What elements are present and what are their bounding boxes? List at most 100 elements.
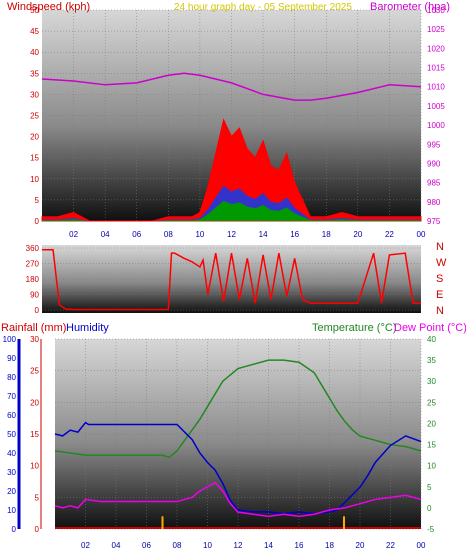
- wind-x-tick-label: 22: [385, 230, 394, 239]
- wind-low-overlay: [42, 200, 421, 221]
- humidity-tick-label: 0: [12, 525, 17, 534]
- compass-label-west: W: [436, 257, 447, 269]
- wind-x-tick-label: 20: [353, 230, 362, 239]
- wind-tick-label: 5: [35, 196, 40, 205]
- barometer-tick-label: 995: [427, 140, 441, 149]
- temperature-tick-label: 15: [427, 441, 436, 450]
- temperature-tick-label: 40: [427, 335, 436, 344]
- rain-tick-label: 0: [35, 525, 40, 534]
- humidity-series: [54, 421, 422, 515]
- direction-tick-label: 180: [26, 275, 40, 284]
- wind-tick-label: 20: [30, 133, 39, 142]
- temp-x-tick-label: 02: [81, 541, 90, 550]
- barometer-tick-label: 1000: [427, 121, 445, 130]
- wind-tick-label: 15: [30, 154, 39, 163]
- wind-x-tick-label: 12: [227, 230, 236, 239]
- chart-title: 24 hour graph day - 05 September 2025: [174, 2, 352, 13]
- temp-x-tick-label: 20: [356, 541, 365, 550]
- temp-x-tick-label: 14: [264, 541, 273, 550]
- humidity-tick-label: 90: [7, 354, 16, 363]
- temperature-tick-label: -5: [427, 525, 435, 534]
- temperature-tick-label: 20: [427, 419, 436, 428]
- barometer-tick-label: 1030: [427, 6, 445, 15]
- humidity-tick-label: 70: [7, 392, 16, 401]
- temperature-tick-label: 30: [427, 377, 436, 386]
- temp-x-tick-label: 10: [203, 541, 212, 550]
- direction-tick-label: 90: [30, 291, 39, 300]
- barometer-tick-label: 985: [427, 179, 441, 188]
- humidity-tick-label: 60: [7, 411, 16, 420]
- wind-x-tick-label: 16: [290, 230, 299, 239]
- temp-x-tick-label: 16: [295, 541, 304, 550]
- temperature-axis-title: Temperature (°C): [312, 322, 396, 334]
- direction-tick-label: 360: [26, 244, 40, 253]
- rain-tick-label: 10: [30, 462, 39, 471]
- temp-x-tick-label: 00: [417, 541, 426, 550]
- wind-x-tick-label: 08: [164, 230, 173, 239]
- rain-tick-label: 30: [30, 335, 39, 344]
- rain-tick-label: 25: [30, 367, 39, 376]
- humidity-tick-label: 10: [7, 506, 16, 515]
- wind-x-tick-label: 14: [259, 230, 268, 239]
- compass-label-east: E: [436, 289, 443, 301]
- wind-x-tick-label: 10: [195, 230, 204, 239]
- rain-tick-label: 20: [30, 398, 39, 407]
- rainfall-axis-title: Rainfall (mm): [1, 322, 66, 334]
- wind-x-tick-label: 06: [132, 230, 141, 239]
- windspeed-axis-title: Windspeed (kph): [7, 1, 90, 13]
- temp-x-tick-label: 22: [386, 541, 395, 550]
- wind-tick-label: 0: [35, 217, 40, 226]
- temperature-tick-label: 10: [427, 462, 436, 471]
- humidity-tick-label: 100: [3, 335, 17, 344]
- compass-label-north-top: N: [436, 241, 444, 253]
- barometer-tick-label: 1015: [427, 64, 445, 73]
- wind-x-tick-label: 02: [69, 230, 78, 239]
- wind-tick-label: 50: [30, 6, 39, 15]
- humidity-tick-label: 50: [7, 430, 16, 439]
- barometer-tick-label: 1010: [427, 83, 445, 92]
- wind-tick-label: 30: [30, 90, 39, 99]
- dew-point-axis-title: Dew Point (°C): [394, 322, 466, 334]
- wind-x-tick-label: 00: [417, 230, 426, 239]
- temperature-tick-label: 25: [427, 398, 436, 407]
- rain-tick-label: 15: [30, 430, 39, 439]
- humidity-tick-label: 30: [7, 468, 16, 477]
- dew-point-series: [54, 481, 422, 518]
- windspeed-series: [41, 118, 422, 222]
- temperature-tick-label: 35: [427, 356, 436, 365]
- humidity-tick-label: 80: [7, 373, 16, 382]
- temp-x-tick-label: 06: [142, 541, 151, 550]
- compass-label-north-bottom: N: [436, 305, 444, 317]
- temperature-tick-label: 5: [427, 483, 432, 492]
- temp-x-tick-label: 04: [112, 541, 121, 550]
- wind-tick-label: 40: [30, 48, 39, 57]
- temp-x-tick-label: 08: [173, 541, 182, 550]
- barometer-tick-label: 975: [427, 217, 441, 226]
- barometer-tick-label: 980: [427, 198, 441, 207]
- wind-tick-label: 25: [30, 112, 39, 121]
- compass-labels: N W S E N: [436, 241, 447, 317]
- compass-label-south: S: [436, 273, 443, 285]
- barometer-series: [41, 72, 422, 101]
- humidity-axis-title: Humidity: [66, 322, 109, 334]
- wind-direction-series: [42, 248, 421, 311]
- wind-average-overlay: [42, 185, 421, 221]
- barometer-tick-label: 1020: [427, 44, 445, 53]
- temp-x-tick-label: 12: [234, 541, 243, 550]
- wind-tick-label: 10: [30, 175, 39, 184]
- rain-tick-label: 5: [35, 493, 40, 502]
- wind-tick-label: 45: [30, 27, 39, 36]
- wind-tick-label: 35: [30, 69, 39, 78]
- barometer-tick-label: 990: [427, 159, 441, 168]
- direction-tick-label: 0: [35, 306, 40, 315]
- temperature-tick-label: 0: [427, 504, 432, 513]
- barometer-tick-label: 1025: [427, 25, 445, 34]
- wind-x-tick-label: 04: [101, 230, 110, 239]
- direction-tick-label: 270: [26, 260, 40, 269]
- temp-x-tick-label: 18: [325, 541, 334, 550]
- wind-x-tick-label: 18: [322, 230, 331, 239]
- humidity-tick-label: 20: [7, 487, 16, 496]
- barometer-tick-label: 1005: [427, 102, 445, 111]
- temperature-series: [54, 359, 422, 459]
